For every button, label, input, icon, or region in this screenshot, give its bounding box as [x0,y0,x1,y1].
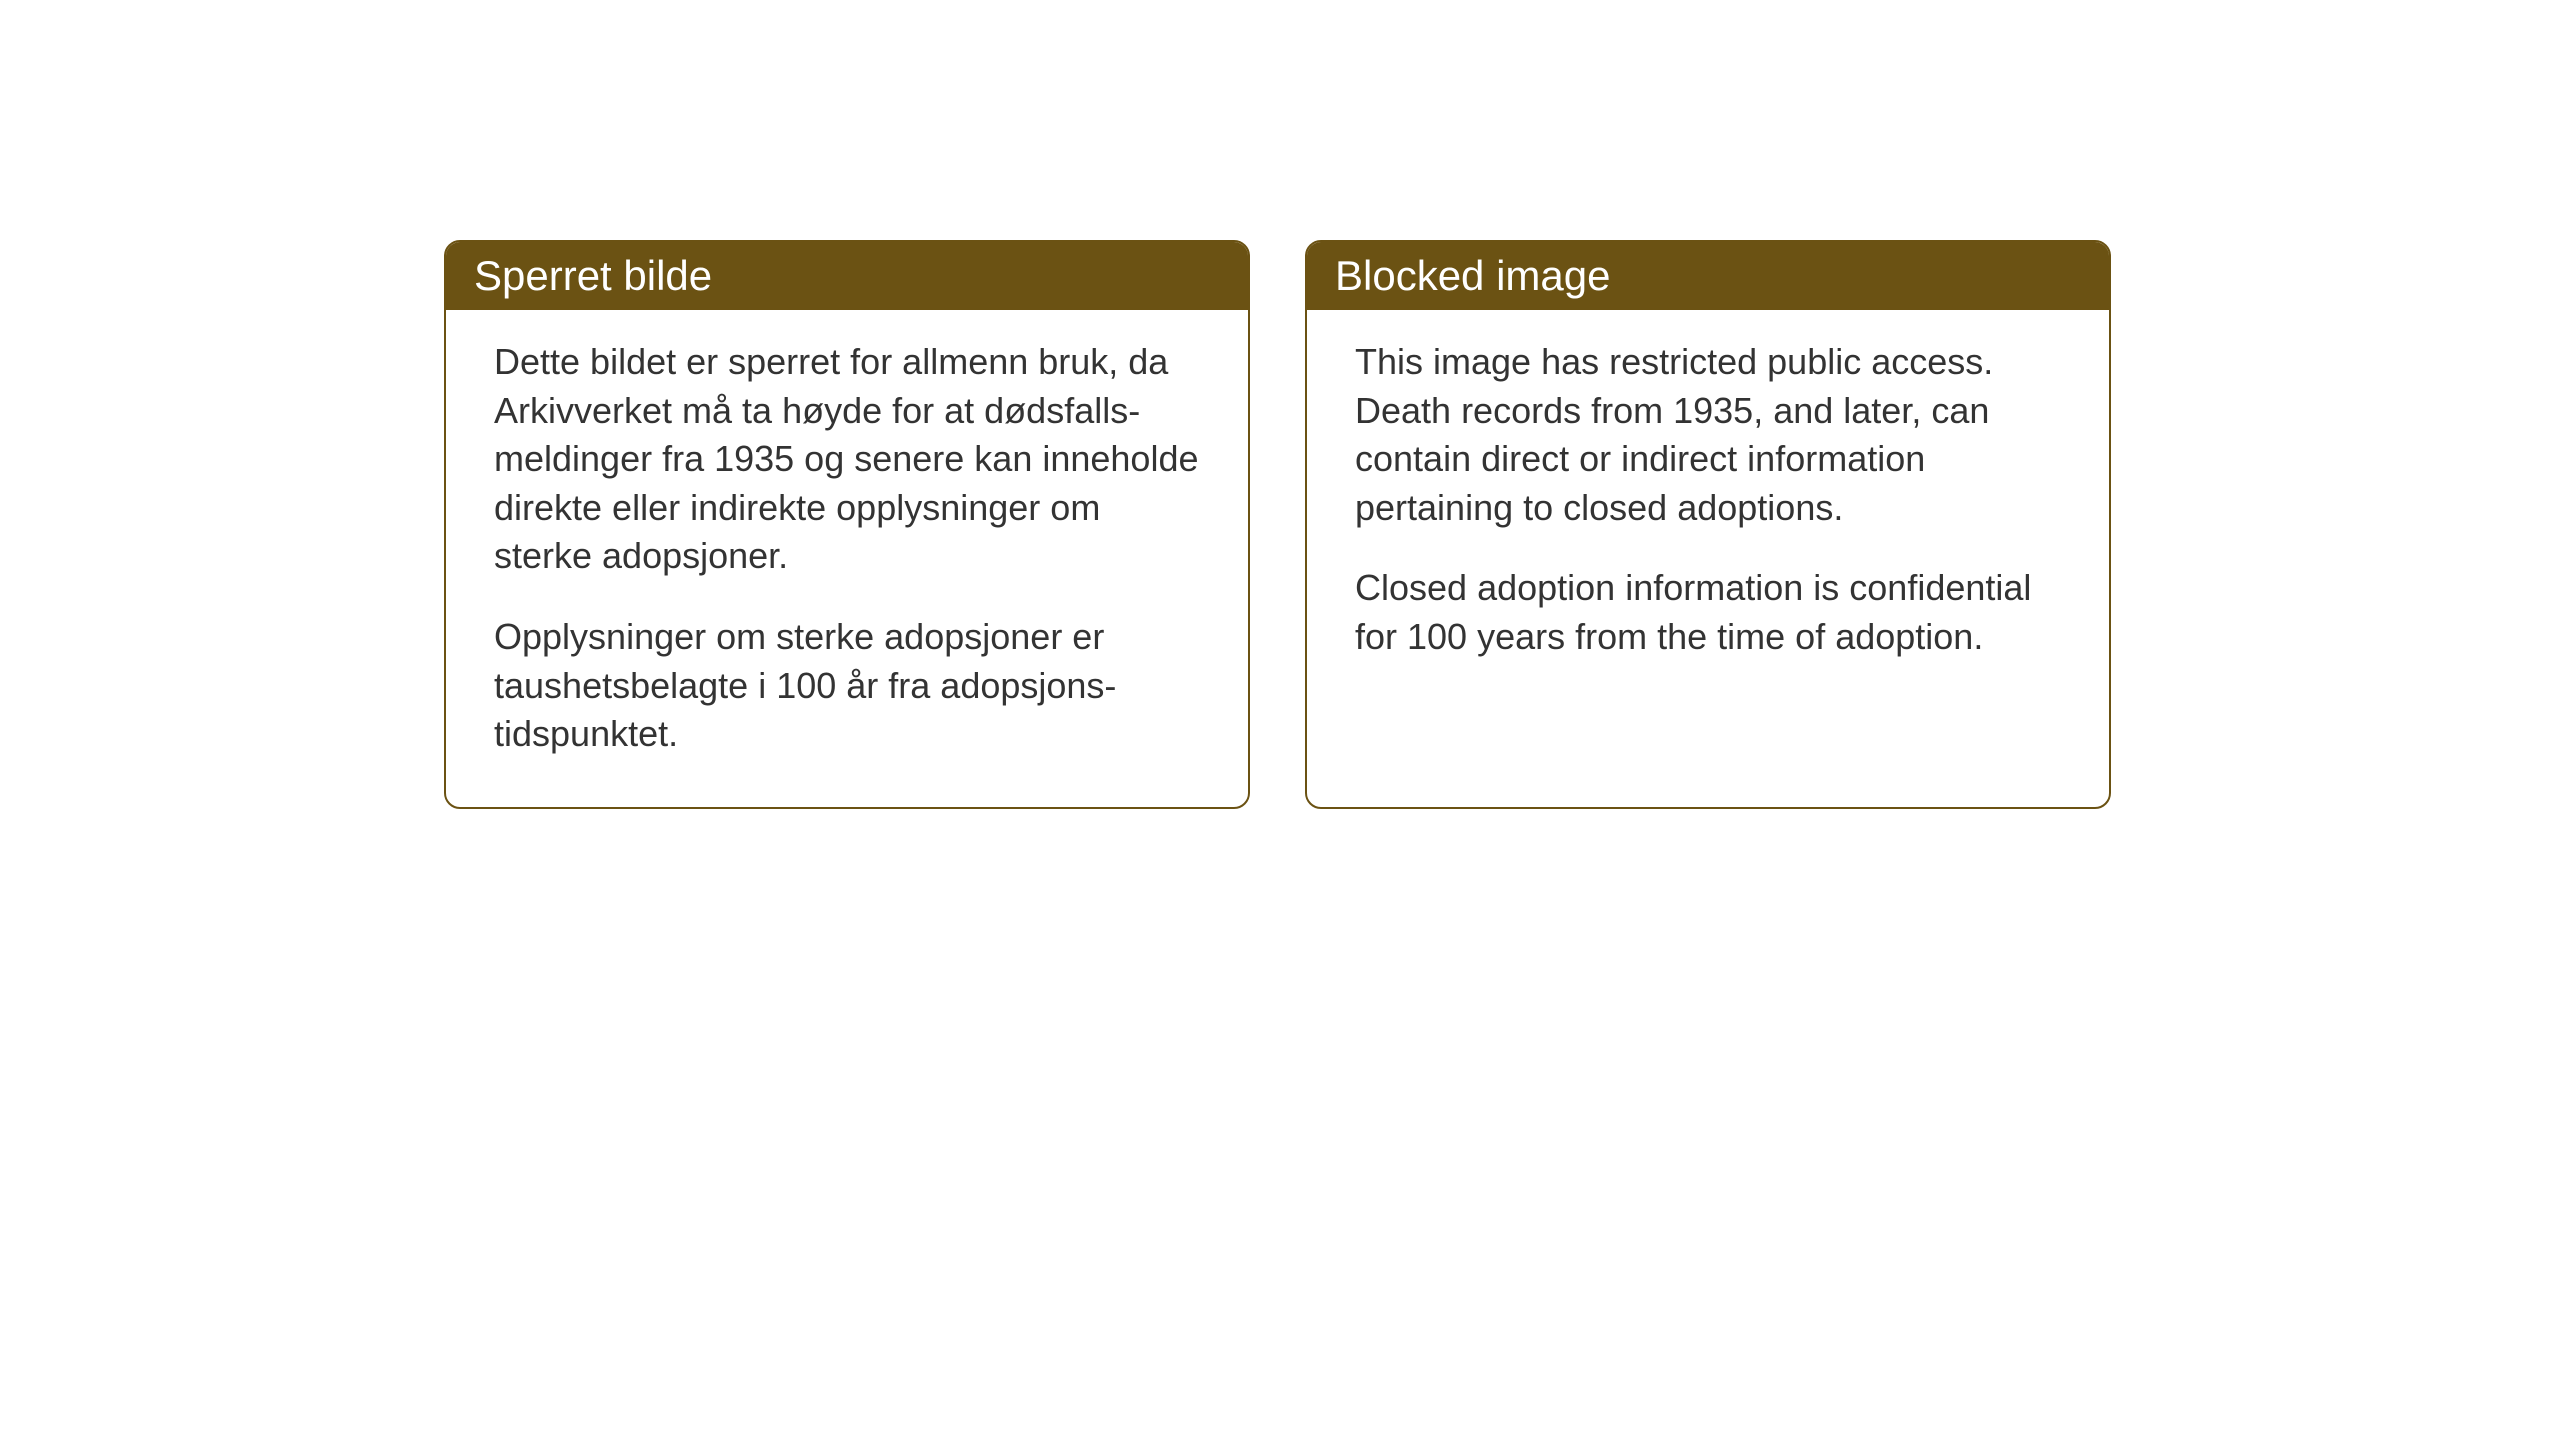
card-body: Dette bildet er sperret for allmenn bruk… [446,310,1248,807]
notice-card-norwegian: Sperret bilde Dette bildet er sperret fo… [444,240,1250,809]
notice-card-english: Blocked image This image has restricted … [1305,240,2111,809]
card-paragraph: Closed adoption information is confident… [1355,564,2061,661]
card-paragraph: Opplysninger om sterke adopsjoner er tau… [494,613,1200,759]
card-paragraph: This image has restricted public access.… [1355,338,2061,532]
card-header: Sperret bilde [446,242,1248,310]
card-header: Blocked image [1307,242,2109,310]
notice-container: Sperret bilde Dette bildet er sperret fo… [444,240,2111,809]
card-title: Blocked image [1335,252,1610,299]
card-paragraph: Dette bildet er sperret for allmenn bruk… [494,338,1200,581]
card-body: This image has restricted public access.… [1307,310,2109,710]
card-title: Sperret bilde [474,252,712,299]
